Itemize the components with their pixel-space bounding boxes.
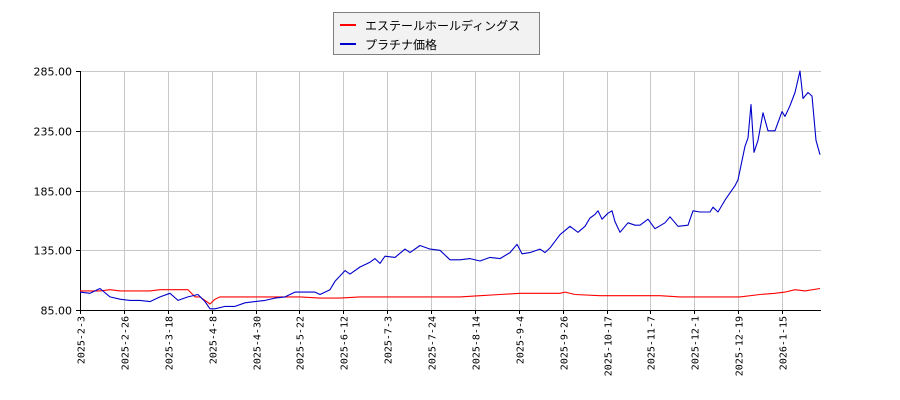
- y-tick-label: 85.00: [41, 305, 73, 318]
- x-tick-label: 2025-2-26: [121, 316, 132, 370]
- y-tick-label: 135.00: [34, 245, 73, 258]
- y-tick-label: 235.00: [34, 126, 73, 139]
- legend-label: プラチナ価格: [365, 37, 438, 52]
- series-platinum-line: [79, 70, 821, 310]
- x-tick-label: 2025-7-24: [428, 316, 439, 370]
- x-tick-label: 2025-9-4: [516, 316, 527, 364]
- y-tick-label: 285.00: [34, 66, 73, 79]
- x-tick-label: 2025-2-3: [77, 316, 88, 364]
- x-tick-label: 2025-7-3: [384, 316, 395, 364]
- chart-legend: エステールホールディングス プラチナ価格: [333, 12, 540, 55]
- y-axis-ticks: 85.00 135.00 185.00 235.00 285.00: [34, 66, 80, 318]
- legend-label: エステールホールディングス: [365, 18, 521, 33]
- x-tick-label: 2025-8-14: [472, 316, 483, 370]
- x-tick-label: 2025-5-22: [296, 316, 307, 370]
- x-tick-label: 2025-6-12: [340, 316, 351, 370]
- legend-swatch-blue: [340, 43, 356, 45]
- y-tick-label: 185.00: [34, 186, 73, 199]
- x-tick-label: 2025-10-17: [604, 316, 615, 376]
- x-tick-label: 2025-12-19: [735, 316, 746, 376]
- legend-item-esteel: エステールホールディングス: [340, 16, 520, 34]
- axes: [80, 71, 821, 311]
- x-tick-label: 2026-1-15: [779, 316, 790, 370]
- x-tick-label: 2025-4-8: [209, 316, 220, 364]
- x-tick-label: 2025-9-26: [560, 316, 571, 370]
- legend-item-platinum: プラチナ価格: [340, 35, 437, 53]
- x-tick-label: 2025-4-30: [253, 316, 264, 370]
- series-lines: [79, 70, 821, 310]
- x-tick-label: 2025-11-7: [647, 316, 658, 370]
- x-tick-label: 2025-12-1: [691, 316, 702, 370]
- series-esteel-line: [80, 287, 821, 305]
- grid-lines: [80, 71, 821, 311]
- x-axis-ticks: 2025-2-3 2025-2-26 2025-3-18 2025-4-8 2025-4…: [77, 310, 790, 376]
- legend-swatch-red: [340, 24, 356, 26]
- x-tick-label: 2025-3-18: [165, 316, 176, 370]
